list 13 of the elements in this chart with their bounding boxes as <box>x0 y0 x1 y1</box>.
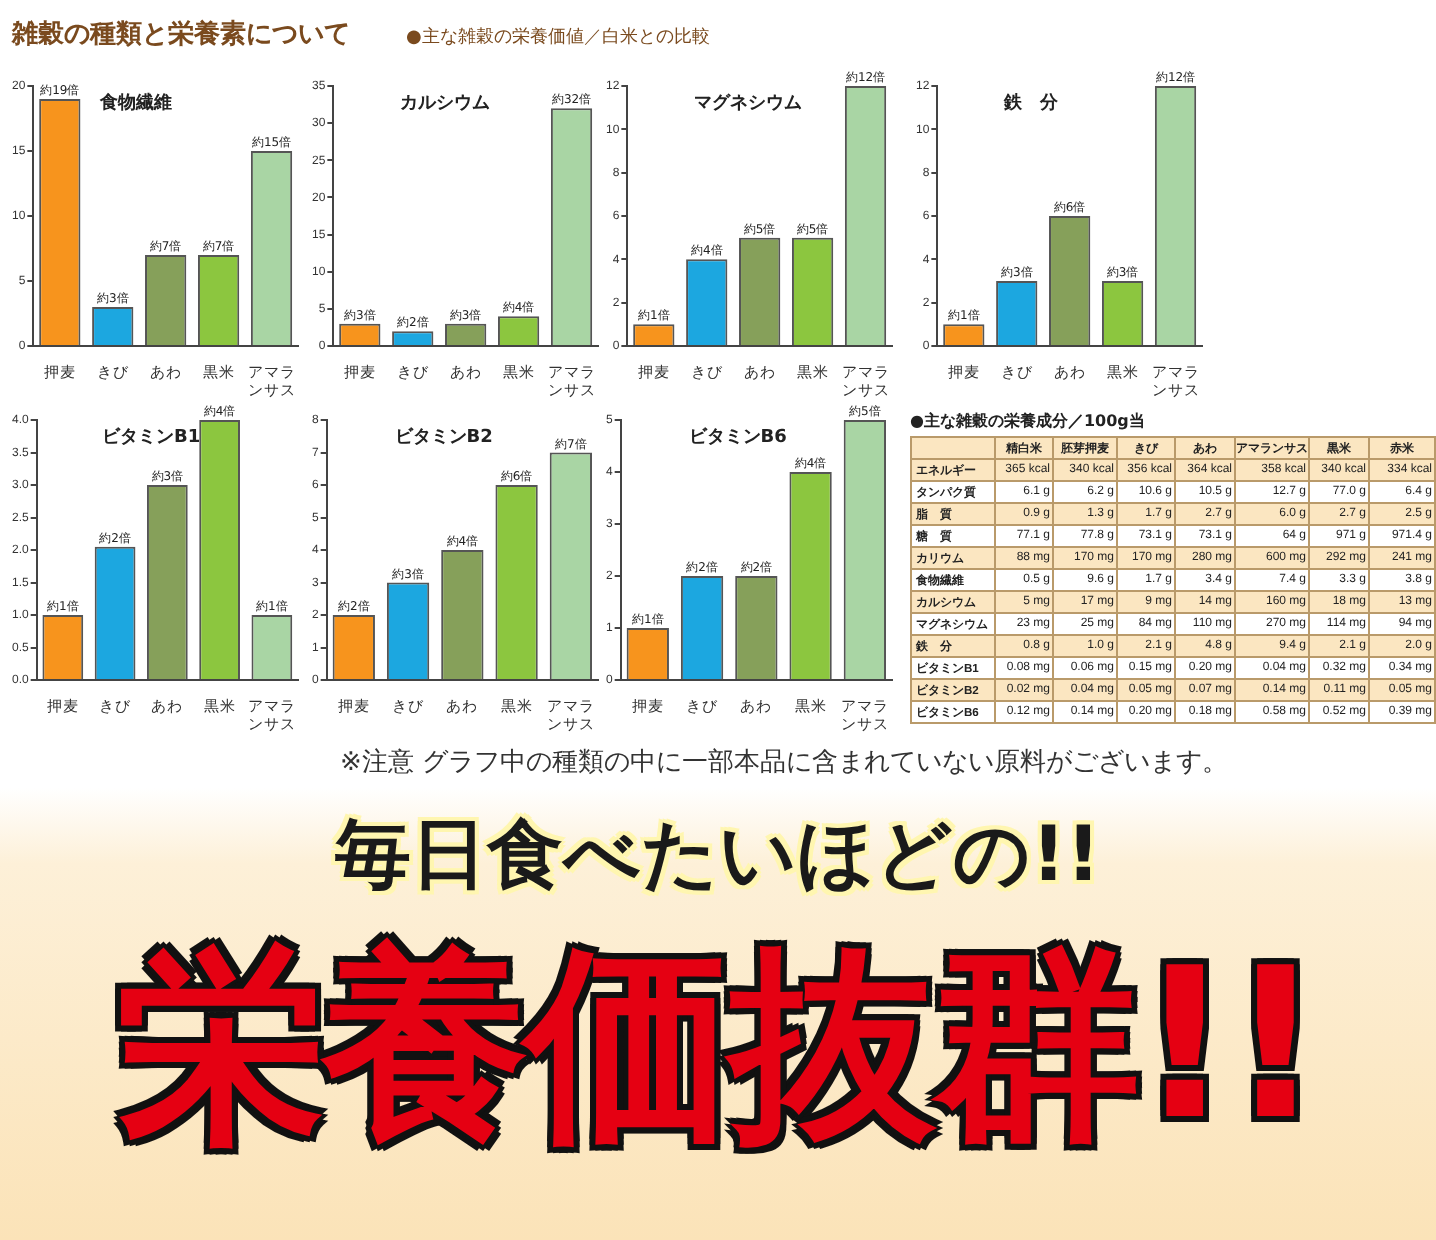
chart-title: カルシウム <box>399 93 490 114</box>
chart-title: マグネシウム <box>693 91 802 114</box>
text: 栄養価抜群!! <box>115 920 1321 1170</box>
text: ●主な雑穀の栄養価値／白米との比較 <box>406 25 710 50</box>
chart-title: ビタミンB1 <box>102 425 201 448</box>
text: 雑穀の種類と栄養素について <box>12 17 350 52</box>
text: 毎日食べたいほどの!! <box>333 808 1103 902</box>
chart-title: ビタミンB6 <box>688 425 787 448</box>
chart-title: 食物繊維 <box>97 91 172 114</box>
chart-title: 鉄 分 <box>1001 91 1060 114</box>
chart-title: ビタミンB2 <box>394 425 493 448</box>
text: ※注意 グラフ中の種類の中に一部本品に含まれていない原料がございます。 <box>340 746 1229 780</box>
text: ●主な雑穀の栄養成分／100g当 <box>910 410 1147 432</box>
